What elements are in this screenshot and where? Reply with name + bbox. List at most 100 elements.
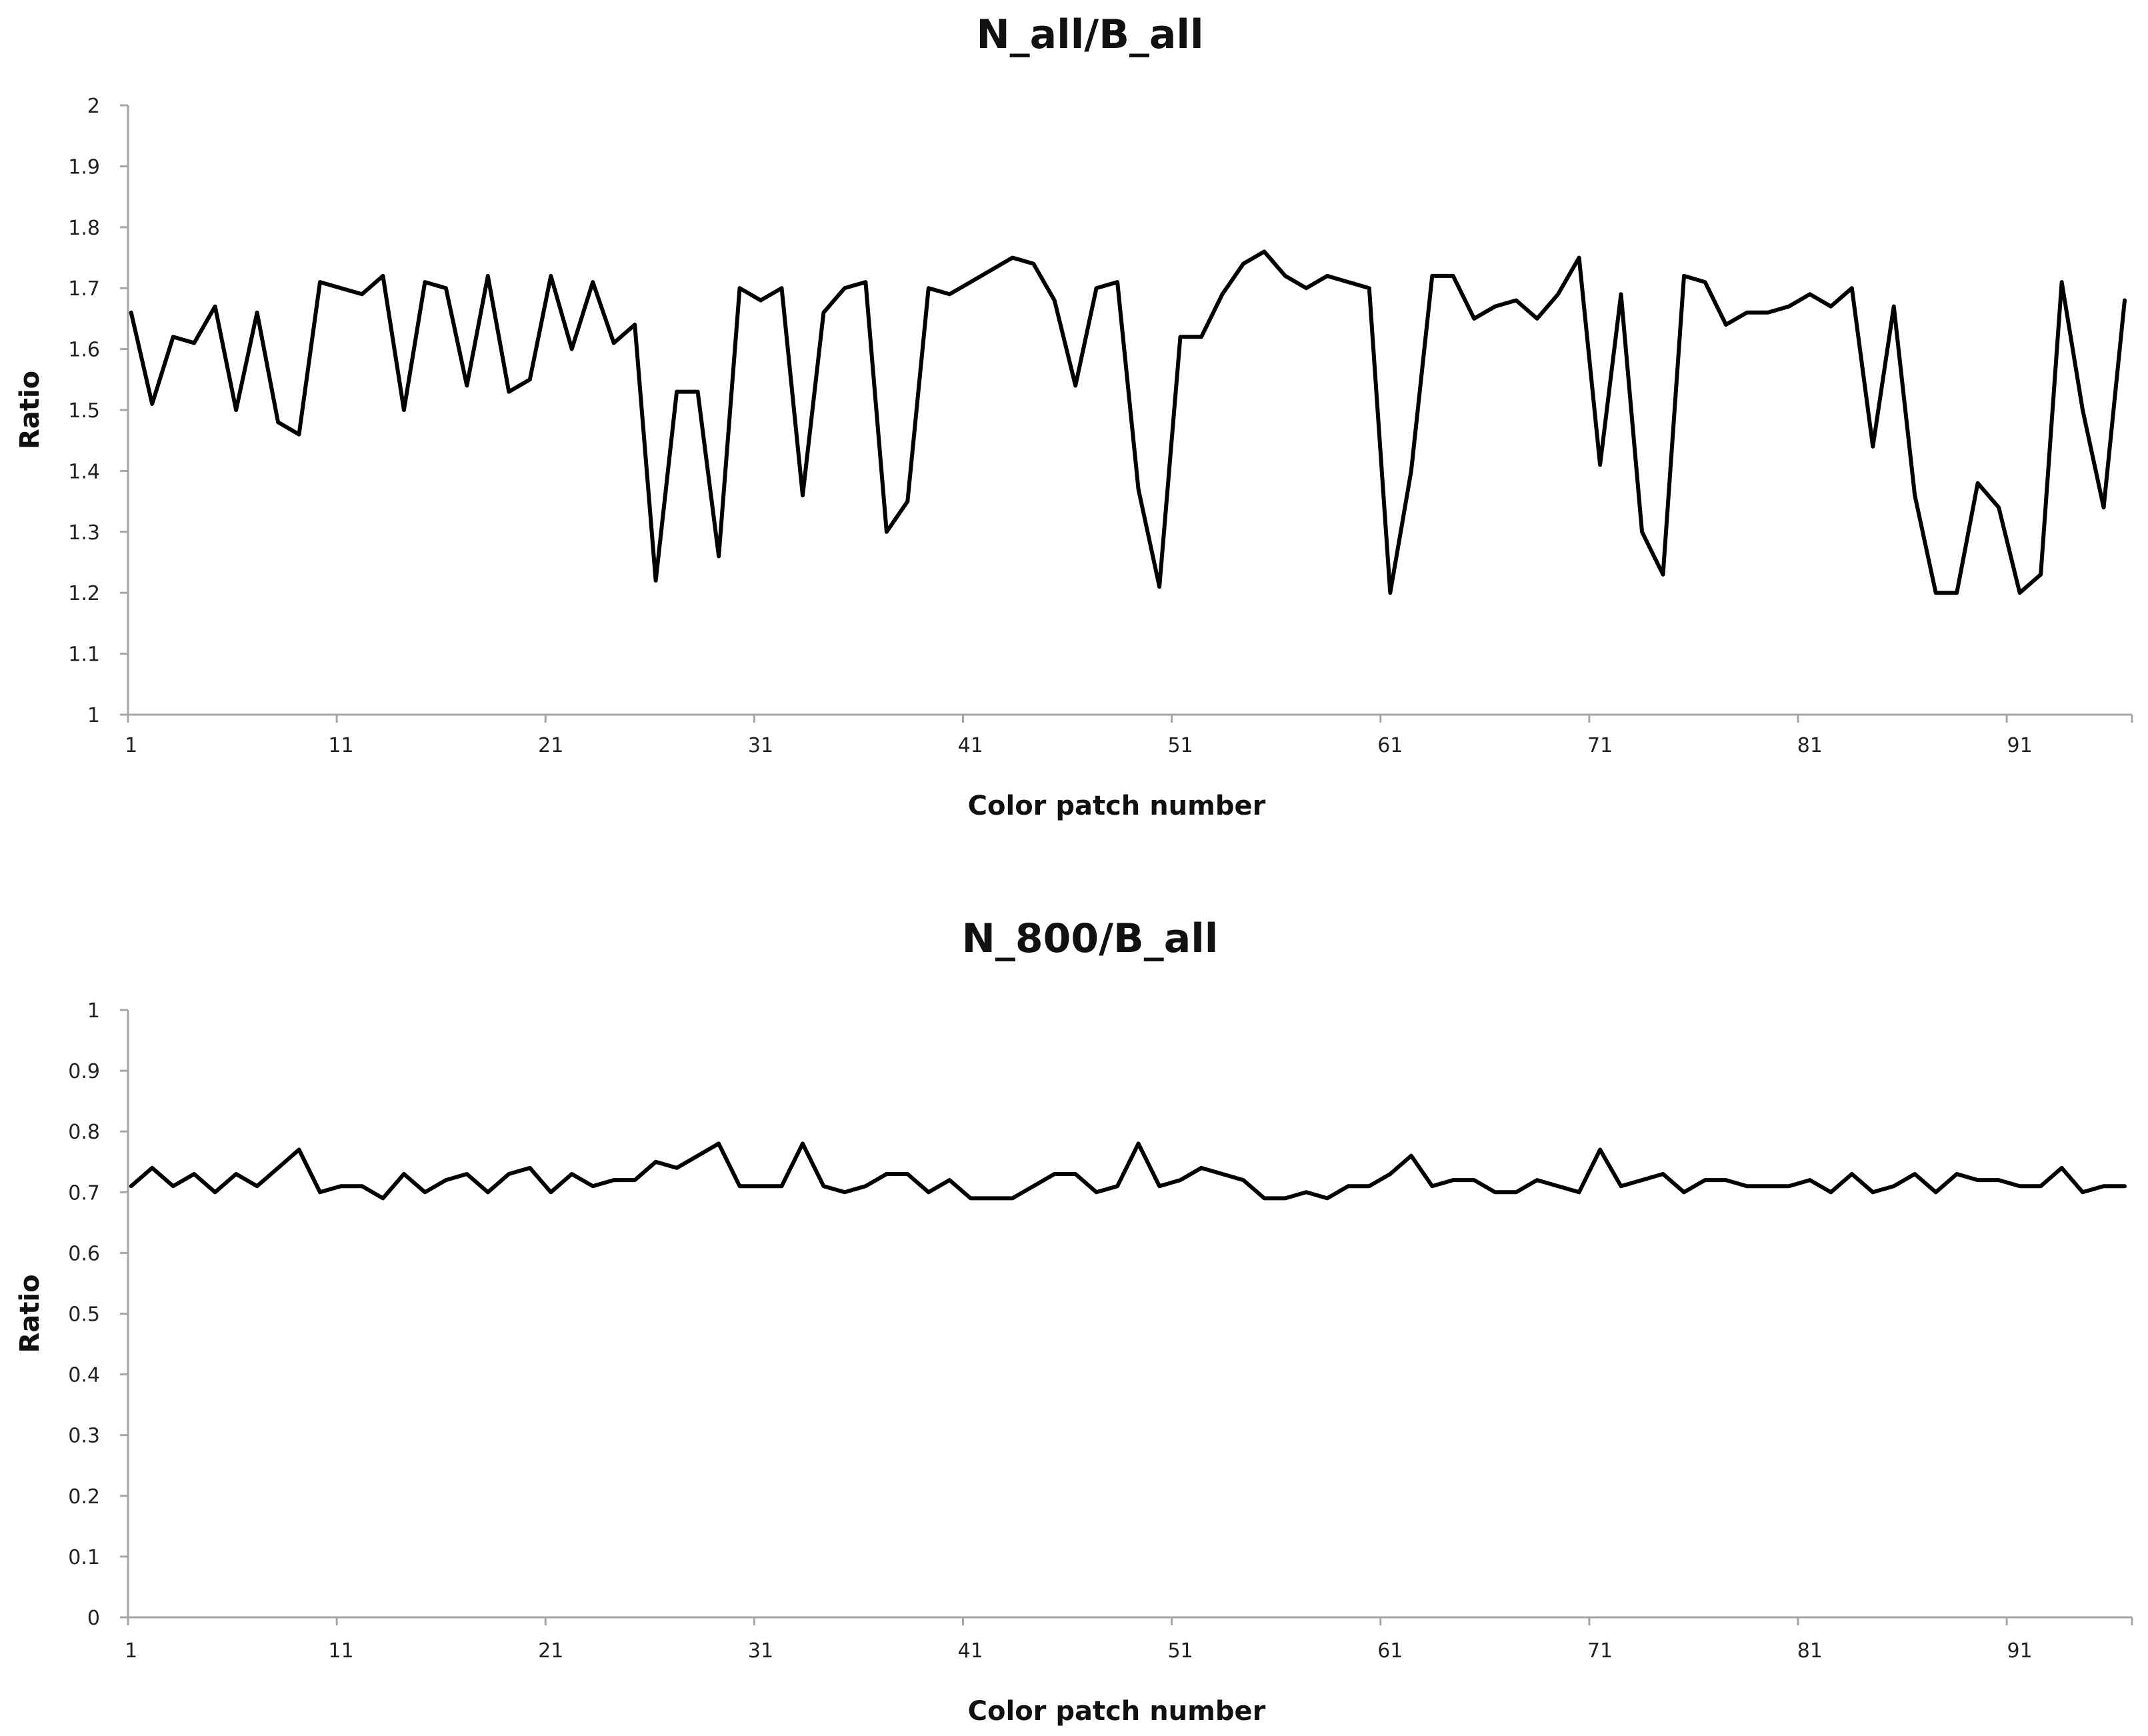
data-point [381,1196,385,1200]
data-point [738,1184,741,1188]
data-point [2039,1184,2043,1188]
data-point [863,280,867,284]
data-point [1157,1184,1161,1188]
data-point [1766,1184,1770,1188]
y-tick-label: 0.6 [68,1242,100,1265]
data-point [675,390,679,394]
data-point [1787,1184,1791,1188]
data-point [255,311,259,315]
series-points [129,1141,2127,1200]
data-point [381,274,385,278]
data-point [801,1141,805,1145]
data-point [1745,1184,1749,1188]
data-point [1199,1166,1203,1170]
data-point [591,1184,595,1188]
y-tick-label: 1.7 [68,277,100,301]
data-point [276,1166,280,1170]
data-point [1137,1141,1141,1145]
data-point [1976,481,1980,485]
data-point [1430,274,1434,278]
data-point [654,1160,658,1164]
data-point [1430,1184,1434,1188]
data-point [1031,1184,1035,1188]
x-axis-label: Color patch number [968,791,1266,821]
data-point [1640,530,1644,534]
x-tick-label: 21 [538,1639,563,1663]
data-point [1325,274,1329,278]
data-point [738,286,741,290]
data-point [905,1172,909,1176]
data-point [1409,1154,1413,1158]
y-tick-label: 0.2 [68,1485,100,1509]
data-point [1053,299,1057,302]
data-point [1409,469,1413,473]
data-point [486,1190,490,1194]
data-point [1115,1184,1119,1188]
data-point [863,1184,867,1188]
data-point [1556,1184,1560,1188]
y-axis-label: Ratio [15,371,45,449]
y-tick-label: 1 [87,704,100,727]
data-point [717,554,721,558]
data-point [947,292,951,296]
data-point [1241,1178,1245,1182]
data-point [1556,292,1560,296]
y-tick-label: 0.3 [68,1425,100,1448]
data-point [1535,317,1539,321]
data-point [1745,311,1749,315]
data-point [276,420,280,424]
chart-2: N_800/B_all 0 0.1 0.2 0.3 0.4 0.5 0.6 0.7 0.8 0.9 1… [15,915,2133,1727]
data-point [1011,1196,1015,1200]
data-point [612,1178,616,1182]
data-point [633,323,637,327]
data-point [2060,280,2064,284]
data-point [821,311,825,315]
data-point [192,1172,196,1176]
data-point [444,286,448,290]
data-point [885,530,889,534]
x-tick-label: 41 [958,734,983,757]
data-point [675,1166,679,1170]
data-point [150,1166,154,1170]
x-tick-label: 81 [1797,1639,1823,1663]
data-point [2123,1184,2127,1188]
data-point [1955,591,1959,595]
data-point [1367,286,1371,290]
data-point [927,1190,931,1194]
data-point [423,1190,427,1194]
data-point [465,383,469,387]
data-point [1283,1196,1287,1200]
data-point [1053,1172,1057,1176]
data-point [486,274,490,278]
data-point [234,1172,238,1176]
data-point [1598,463,1602,467]
y-tick-label: 0.5 [68,1303,100,1327]
data-point [339,286,343,290]
x-tick-label: 41 [958,1639,983,1663]
data-point [885,1172,889,1176]
data-point [654,579,658,583]
chart-title: N_all/B_all [976,11,1203,58]
data-point [1346,1184,1350,1188]
data-point [1095,286,1099,290]
data-point [612,341,616,345]
data-point [402,408,406,412]
x-tick-label: 1 [125,734,137,757]
data-point [1871,445,1875,449]
data-point [2018,591,2022,595]
data-point [1388,591,1392,595]
data-point [1850,286,1854,290]
x-tick-label: 91 [2007,734,2033,757]
data-point [1241,262,1245,266]
data-point [1388,1172,1392,1176]
data-point [2060,1166,2064,1170]
x-axis-label: Color patch number [968,1696,1266,1727]
data-point [1451,274,1455,278]
x-tick-label: 61 [1377,1639,1403,1663]
data-point [1829,1190,1833,1194]
data-point [801,493,805,497]
data-point [2018,1184,2022,1188]
data-point [1577,1190,1581,1194]
y-tick-label: 0.1 [68,1546,100,1569]
data-point [2123,299,2127,302]
